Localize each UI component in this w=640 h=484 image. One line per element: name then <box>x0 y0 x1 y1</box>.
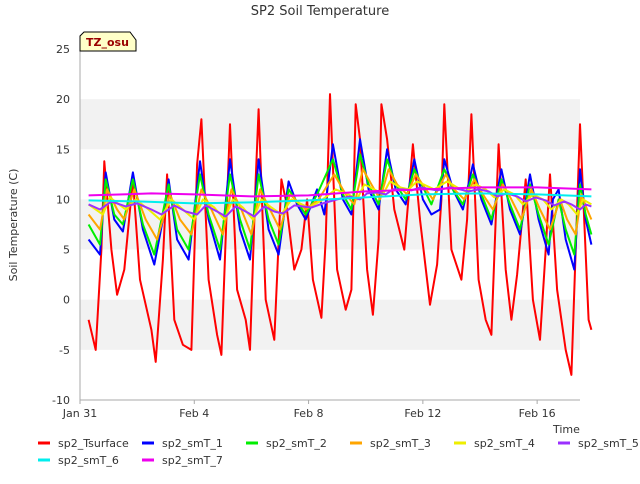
y-tick-label: 15 <box>56 143 70 156</box>
series-line-sp2-smT-5 <box>88 186 592 218</box>
x-tick-label: Feb 8 <box>294 407 324 420</box>
y-tick-label: 0 <box>63 294 70 307</box>
chart-title: SP2 Soil Temperature <box>251 4 389 19</box>
y-tick-label: 5 <box>63 244 70 257</box>
x-tick-label: Jan 31 <box>62 407 97 420</box>
y-tick-label: -10 <box>52 394 70 407</box>
x-tick-label: Feb 4 <box>179 407 209 420</box>
legend-label: sp2_smT_4 <box>474 437 535 450</box>
legend-item-sp2-smT-5: sp2_smT_5 <box>558 437 639 450</box>
grid-band <box>80 299 580 350</box>
series-line-sp2-Tsurface <box>87 93 593 376</box>
y-tick-label: 25 <box>56 43 70 56</box>
x-axis-label: Time <box>552 423 580 436</box>
x-tick-label: Feb 12 <box>404 407 441 420</box>
site-badge: TZ_osu <box>79 31 137 52</box>
series-line-sp2-smT-7 <box>88 186 592 198</box>
legend-label: sp2_smT_3 <box>370 437 431 450</box>
legend-label: sp2_smT_6 <box>58 454 119 467</box>
y-axis-label: Soil Temperature (C) <box>7 169 20 282</box>
legend: sp2_Tsurface sp2_smT_1 sp2_smT_2 sp2_smT_3 s… <box>38 437 639 467</box>
legend-item-sp2-Tsurface: sp2_Tsurface <box>38 437 129 450</box>
x-tick-label: Feb 16 <box>519 407 556 420</box>
legend-item-sp2-smT-6: sp2_smT_6 <box>38 454 119 467</box>
legend-item-sp2-smT-3: sp2_smT_3 <box>350 437 431 450</box>
legend-item-sp2-smT-4: sp2_smT_4 <box>454 437 535 450</box>
legend-label: sp2_smT_2 <box>266 437 327 450</box>
y-tick-label: -5 <box>59 344 70 357</box>
legend-label: sp2_smT_5 <box>578 437 639 450</box>
y-tick-label: 20 <box>56 93 70 106</box>
series-line-sp2-smT-3 <box>87 168 593 241</box>
legend-label: sp2_Tsurface <box>58 437 129 450</box>
series-line-sp2-smT-6 <box>88 192 592 205</box>
y-tick-label: 10 <box>56 193 70 206</box>
site-badge-label: TZ_osu <box>86 36 129 49</box>
legend-item-sp2-smT-1: sp2_smT_1 <box>142 437 223 450</box>
legend-label: sp2_smT_7 <box>162 454 223 467</box>
legend-item-sp2-smT-7: sp2_smT_7 <box>142 454 223 467</box>
legend-label: sp2_smT_1 <box>162 437 223 450</box>
legend-item-sp2-smT-2: sp2_smT_2 <box>246 437 327 450</box>
